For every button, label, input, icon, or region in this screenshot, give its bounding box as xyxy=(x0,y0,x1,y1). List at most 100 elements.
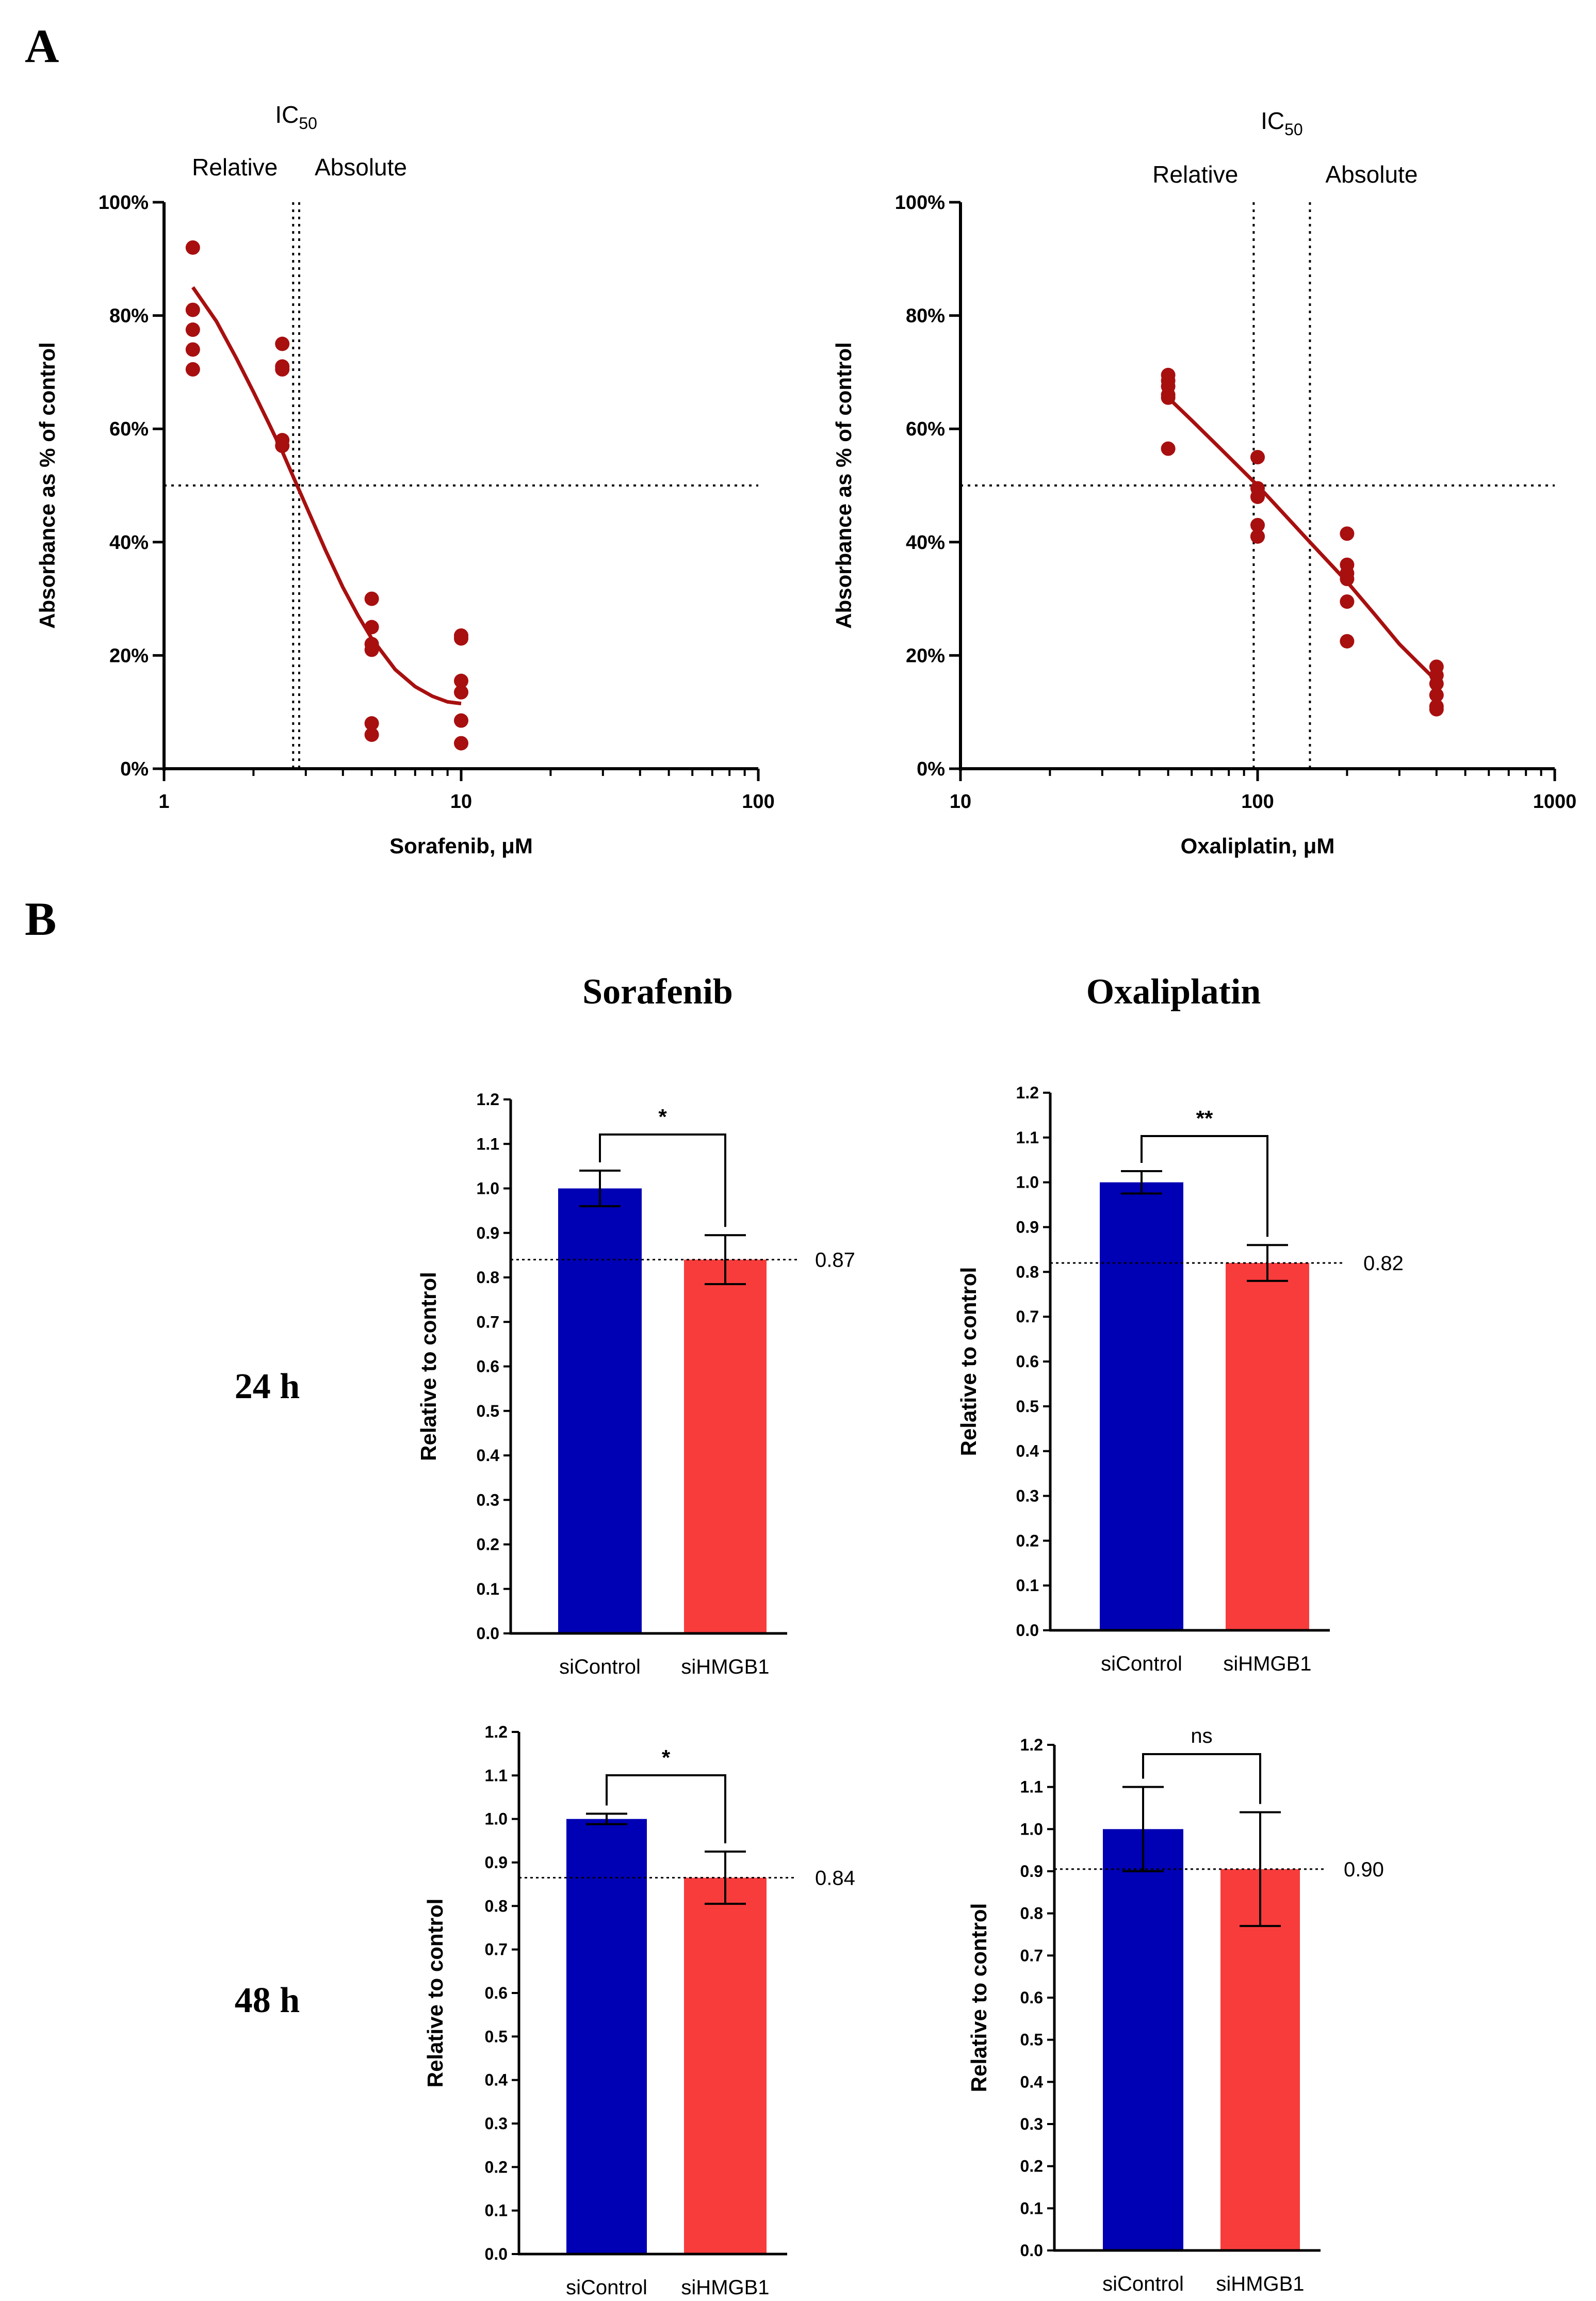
panel-label-b: B xyxy=(25,893,56,945)
y-tick-label: 0.6 xyxy=(485,1984,508,2002)
y-tick-label: 1.2 xyxy=(485,1723,508,1741)
sorafenib-48h-bar-chart: 0.0 0.1 0.2 0.3 0.4 0.5 0.6 0.7 0.8 0.9 1.0 1.1 1.2 s… xyxy=(423,1723,855,2299)
y-tick-label: 100% xyxy=(99,192,149,214)
y-tick-label: 0.7 xyxy=(1016,1307,1039,1326)
y-tick-label: 1.2 xyxy=(477,1090,499,1109)
y-tick-label: 0.4 xyxy=(477,1446,500,1465)
y-tick-label: 0.5 xyxy=(1020,2031,1043,2049)
ic50-label-text: IC xyxy=(275,101,299,128)
data-point xyxy=(454,673,468,688)
y-tick-label: 0.9 xyxy=(485,1853,508,1872)
y-tick-label: 0.4 xyxy=(485,2071,508,2089)
ic50-relative-label: Relative xyxy=(1152,161,1238,188)
ic50-subscript: 50 xyxy=(1284,120,1303,139)
data-point xyxy=(1429,702,1444,717)
x-axis-title: Sorafenib, μM xyxy=(389,834,533,858)
y-tick-label: 0% xyxy=(120,758,149,780)
ic50-absolute-label: Absolute xyxy=(1325,161,1418,188)
fit-curve xyxy=(191,286,462,706)
y-tick-label: 0.3 xyxy=(1020,2115,1043,2133)
reference-value-label: 0.84 xyxy=(815,1867,855,1890)
data-point xyxy=(185,322,200,337)
oxaliplatin-48h-bar-chart: 0.0 0.1 0.2 0.3 0.4 0.5 0.6 0.7 0.8 0.9 1.0 1.1 1.2 s… xyxy=(967,1725,1384,2295)
ic50-label: IC50 xyxy=(275,101,317,133)
category-label: siHMGB1 xyxy=(1216,2273,1304,2295)
y-tick-label: 0.7 xyxy=(477,1312,499,1331)
y-tick-label: 0.1 xyxy=(485,2201,508,2220)
data-point xyxy=(454,631,468,646)
data-point xyxy=(185,240,200,255)
y-tick-label: 0.4 xyxy=(1020,2072,1044,2091)
data-point xyxy=(364,620,379,635)
y-tick-label: 0.2 xyxy=(485,2158,508,2176)
y-tick-label: 40% xyxy=(906,532,945,554)
ic50-label-text: IC xyxy=(1261,107,1284,134)
y-tick-label: 0.0 xyxy=(1020,2241,1043,2260)
y-tick-label: 0.3 xyxy=(485,2114,508,2133)
bar-sicontrol xyxy=(1100,1182,1183,1630)
category-label: siHMGB1 xyxy=(1223,1652,1311,1675)
y-tick-label: 20% xyxy=(906,645,945,667)
y-tick-label: 1.2 xyxy=(1020,1736,1043,1754)
sorafenib-dose-response-chart: 0% 20% 40% 60% 80% 100% 1 10 100 Sorafenib, μM Abs… xyxy=(35,101,775,858)
significance-bracket xyxy=(1142,1753,1261,1804)
data-point xyxy=(275,439,290,453)
category-label: siHMGB1 xyxy=(681,2276,769,2299)
y-tick-label: 0.0 xyxy=(1016,1621,1039,1640)
ic50-absolute-label: Absolute xyxy=(315,154,407,181)
reference-value-label: 0.82 xyxy=(1363,1252,1404,1275)
data-point xyxy=(364,716,379,731)
y-tick-label: 0.3 xyxy=(1016,1487,1039,1505)
significance-marker: * xyxy=(658,1105,667,1129)
data-point xyxy=(454,713,468,728)
y-tick-label: 0.5 xyxy=(1016,1397,1039,1416)
y-tick-label: 60% xyxy=(109,418,149,440)
y-tick-label: 0.3 xyxy=(477,1490,499,1509)
y-axis-title: Relative to control xyxy=(967,1903,991,2092)
category-label: siControl xyxy=(1101,1652,1182,1675)
data-point xyxy=(1250,489,1265,504)
column-header-sorafenib: Sorafenib xyxy=(582,972,733,1012)
y-tick-label: 0.8 xyxy=(477,1268,499,1287)
y-tick-label: 0.8 xyxy=(1020,1904,1043,1923)
y-axis-title: Relative to control xyxy=(423,1899,447,2087)
y-tick-label: 0.7 xyxy=(485,1940,508,1959)
y-tick-label: 0.9 xyxy=(1020,1862,1043,1881)
y-tick-label: 0.1 xyxy=(477,1580,499,1598)
y-tick-label: 0.5 xyxy=(477,1402,499,1420)
panel-label-a: A xyxy=(25,20,59,72)
data-point xyxy=(185,302,200,317)
y-tick-label: 0.7 xyxy=(1020,1946,1043,1965)
data-point xyxy=(1250,517,1265,532)
y-tick-label: 1.0 xyxy=(1020,1820,1043,1838)
bar-sihmgb1 xyxy=(684,1259,767,1633)
bar-sihmgb1 xyxy=(1220,1869,1300,2250)
y-tick-label: 0.4 xyxy=(1016,1442,1039,1461)
y-tick-label: 0.2 xyxy=(1016,1531,1039,1550)
data-point xyxy=(364,591,379,606)
y-tick-label: 40% xyxy=(109,532,149,554)
y-tick-label: 0.6 xyxy=(1020,1988,1043,2007)
y-tick-label: 0.2 xyxy=(1020,2157,1043,2176)
data-point xyxy=(364,642,379,657)
y-axis-title: Absorbance as % of control xyxy=(35,342,59,628)
bar-sihmgb1 xyxy=(1226,1262,1309,1630)
data-point xyxy=(454,736,468,751)
data-point xyxy=(1340,634,1355,649)
y-tick-label: 0.0 xyxy=(477,1624,499,1643)
bar-sicontrol xyxy=(1103,1829,1183,2250)
y-tick-label: 20% xyxy=(109,645,149,667)
data-point xyxy=(275,336,290,351)
y-tick-label: 0.9 xyxy=(477,1224,499,1242)
y-tick-label: 1.1 xyxy=(1016,1128,1039,1147)
y-tick-label: 1.1 xyxy=(485,1766,508,1785)
y-tick-label: 1.0 xyxy=(485,1810,508,1828)
category-label: siControl xyxy=(559,1656,641,1678)
sorafenib-24h-bar-chart: 0.0 0.1 0.2 0.3 0.4 0.5 0.6 0.7 0.8 0.9 1.0 1.1 1.2 s… xyxy=(416,1090,855,1678)
data-point xyxy=(1429,676,1444,691)
y-axis-title: Absorbance as % of control xyxy=(832,342,856,628)
x-tick-label: 100 xyxy=(1241,791,1274,813)
y-tick-label: 0.9 xyxy=(1016,1218,1039,1237)
y-tick-label: 1.0 xyxy=(477,1179,499,1198)
